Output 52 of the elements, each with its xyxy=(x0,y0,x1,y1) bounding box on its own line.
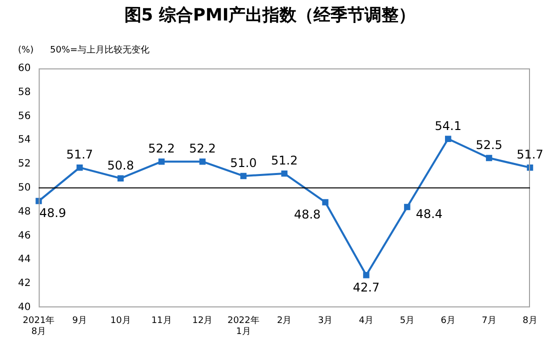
data-label: 51.7 xyxy=(516,148,544,162)
x-tick-label: 2021年 8月 xyxy=(22,315,55,337)
text: (%) xyxy=(18,45,34,56)
point xyxy=(281,170,288,177)
x-tick-label: 3月 xyxy=(318,316,333,326)
x-tick-label: 7月 xyxy=(482,316,496,326)
y-tick-label: 48 xyxy=(18,206,31,218)
point xyxy=(117,175,124,182)
data-label: 50.8 xyxy=(107,158,134,172)
point xyxy=(322,199,328,206)
y-tick-label: 42 xyxy=(18,278,31,290)
point xyxy=(445,136,452,142)
data-label: 52.2 xyxy=(189,142,216,156)
point xyxy=(199,158,206,165)
data-label: 51.0 xyxy=(230,156,257,170)
data-label: 54.1 xyxy=(434,119,462,134)
data-label: 52.2 xyxy=(148,142,175,156)
x-tick-label: 10月 xyxy=(110,316,131,326)
point xyxy=(486,154,492,162)
y-tick-label: 56 xyxy=(18,110,31,122)
point xyxy=(404,204,410,210)
x-tick-label: 5月 xyxy=(400,316,415,326)
point xyxy=(240,172,247,180)
y-tick-label: 50 xyxy=(18,182,31,194)
text: 50%=与上月比较无变化 xyxy=(50,44,150,56)
x-tick-label: 11月 xyxy=(151,316,172,326)
data-label: 42.7 xyxy=(352,280,380,294)
chart-title: 图5 综合PMI产出指数（经季节调整） xyxy=(124,6,416,26)
x-tick-label: 6月 xyxy=(440,316,456,326)
data-label: 48.9 xyxy=(39,206,66,220)
data-label: 48.8 xyxy=(294,207,321,222)
data-label: 51.2 xyxy=(271,154,298,168)
data-label: 51.7 xyxy=(66,148,94,162)
x-tick-label: 12月 xyxy=(192,316,213,326)
x-tick-label: 2022年 1月 xyxy=(227,315,260,337)
x-tick-label: 9月 xyxy=(72,316,88,326)
y-tick-label: 58 xyxy=(18,86,31,98)
point xyxy=(36,198,42,204)
data-label: 48.4 xyxy=(416,207,443,222)
x-tick-label: 2月 xyxy=(276,316,292,326)
x-tick-label: 8月 xyxy=(522,316,538,326)
x-tick-label: 4月 xyxy=(358,316,374,326)
point xyxy=(363,272,370,278)
point xyxy=(76,164,83,171)
data-label: 52.5 xyxy=(476,138,502,152)
y-tick-label: 40 xyxy=(18,302,31,313)
point xyxy=(158,158,165,165)
y-tick-label: 46 xyxy=(18,230,31,242)
y-tick-label: 44 xyxy=(18,254,31,266)
y-tick-label: 60 xyxy=(18,62,31,74)
y-tick-label: 54 xyxy=(18,134,31,146)
y-tick-label: 52 xyxy=(18,158,31,170)
